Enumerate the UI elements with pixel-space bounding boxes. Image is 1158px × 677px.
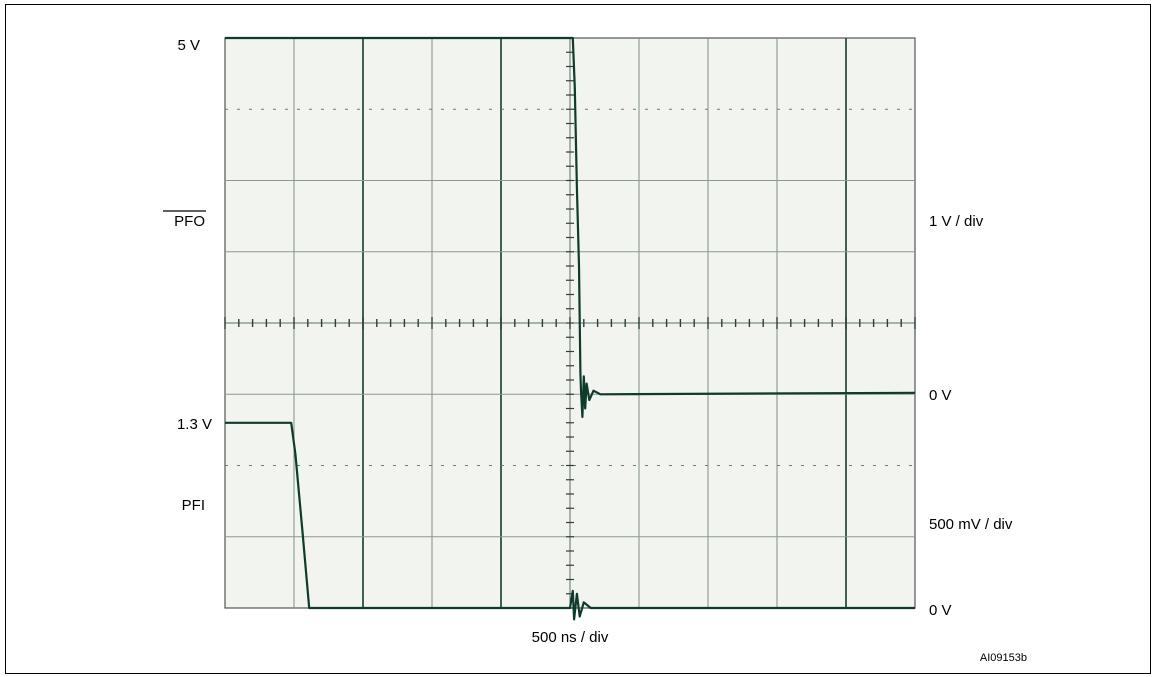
pfo-scale-label: 1 V / div <box>929 213 984 230</box>
pfi-name-label: PFI <box>182 497 205 514</box>
pfo-name-label: PFO <box>174 213 205 230</box>
pfo-low-label: 0 V <box>929 387 952 404</box>
pfi-low-label: 0 V <box>929 602 952 619</box>
trace-pfi <box>225 421 915 621</box>
figure-code: AI09153b <box>980 652 1027 664</box>
center-ticks <box>224 37 916 609</box>
pfo-high-label: 5 V <box>177 37 200 54</box>
traces <box>225 36 916 621</box>
trace-pfo <box>225 36 916 419</box>
pfi-scale-label: 500 mV / div <box>929 516 1013 533</box>
x-axis-label: 500 ns / div <box>532 629 609 646</box>
pfi-high-label: 1.3 V <box>177 416 212 433</box>
